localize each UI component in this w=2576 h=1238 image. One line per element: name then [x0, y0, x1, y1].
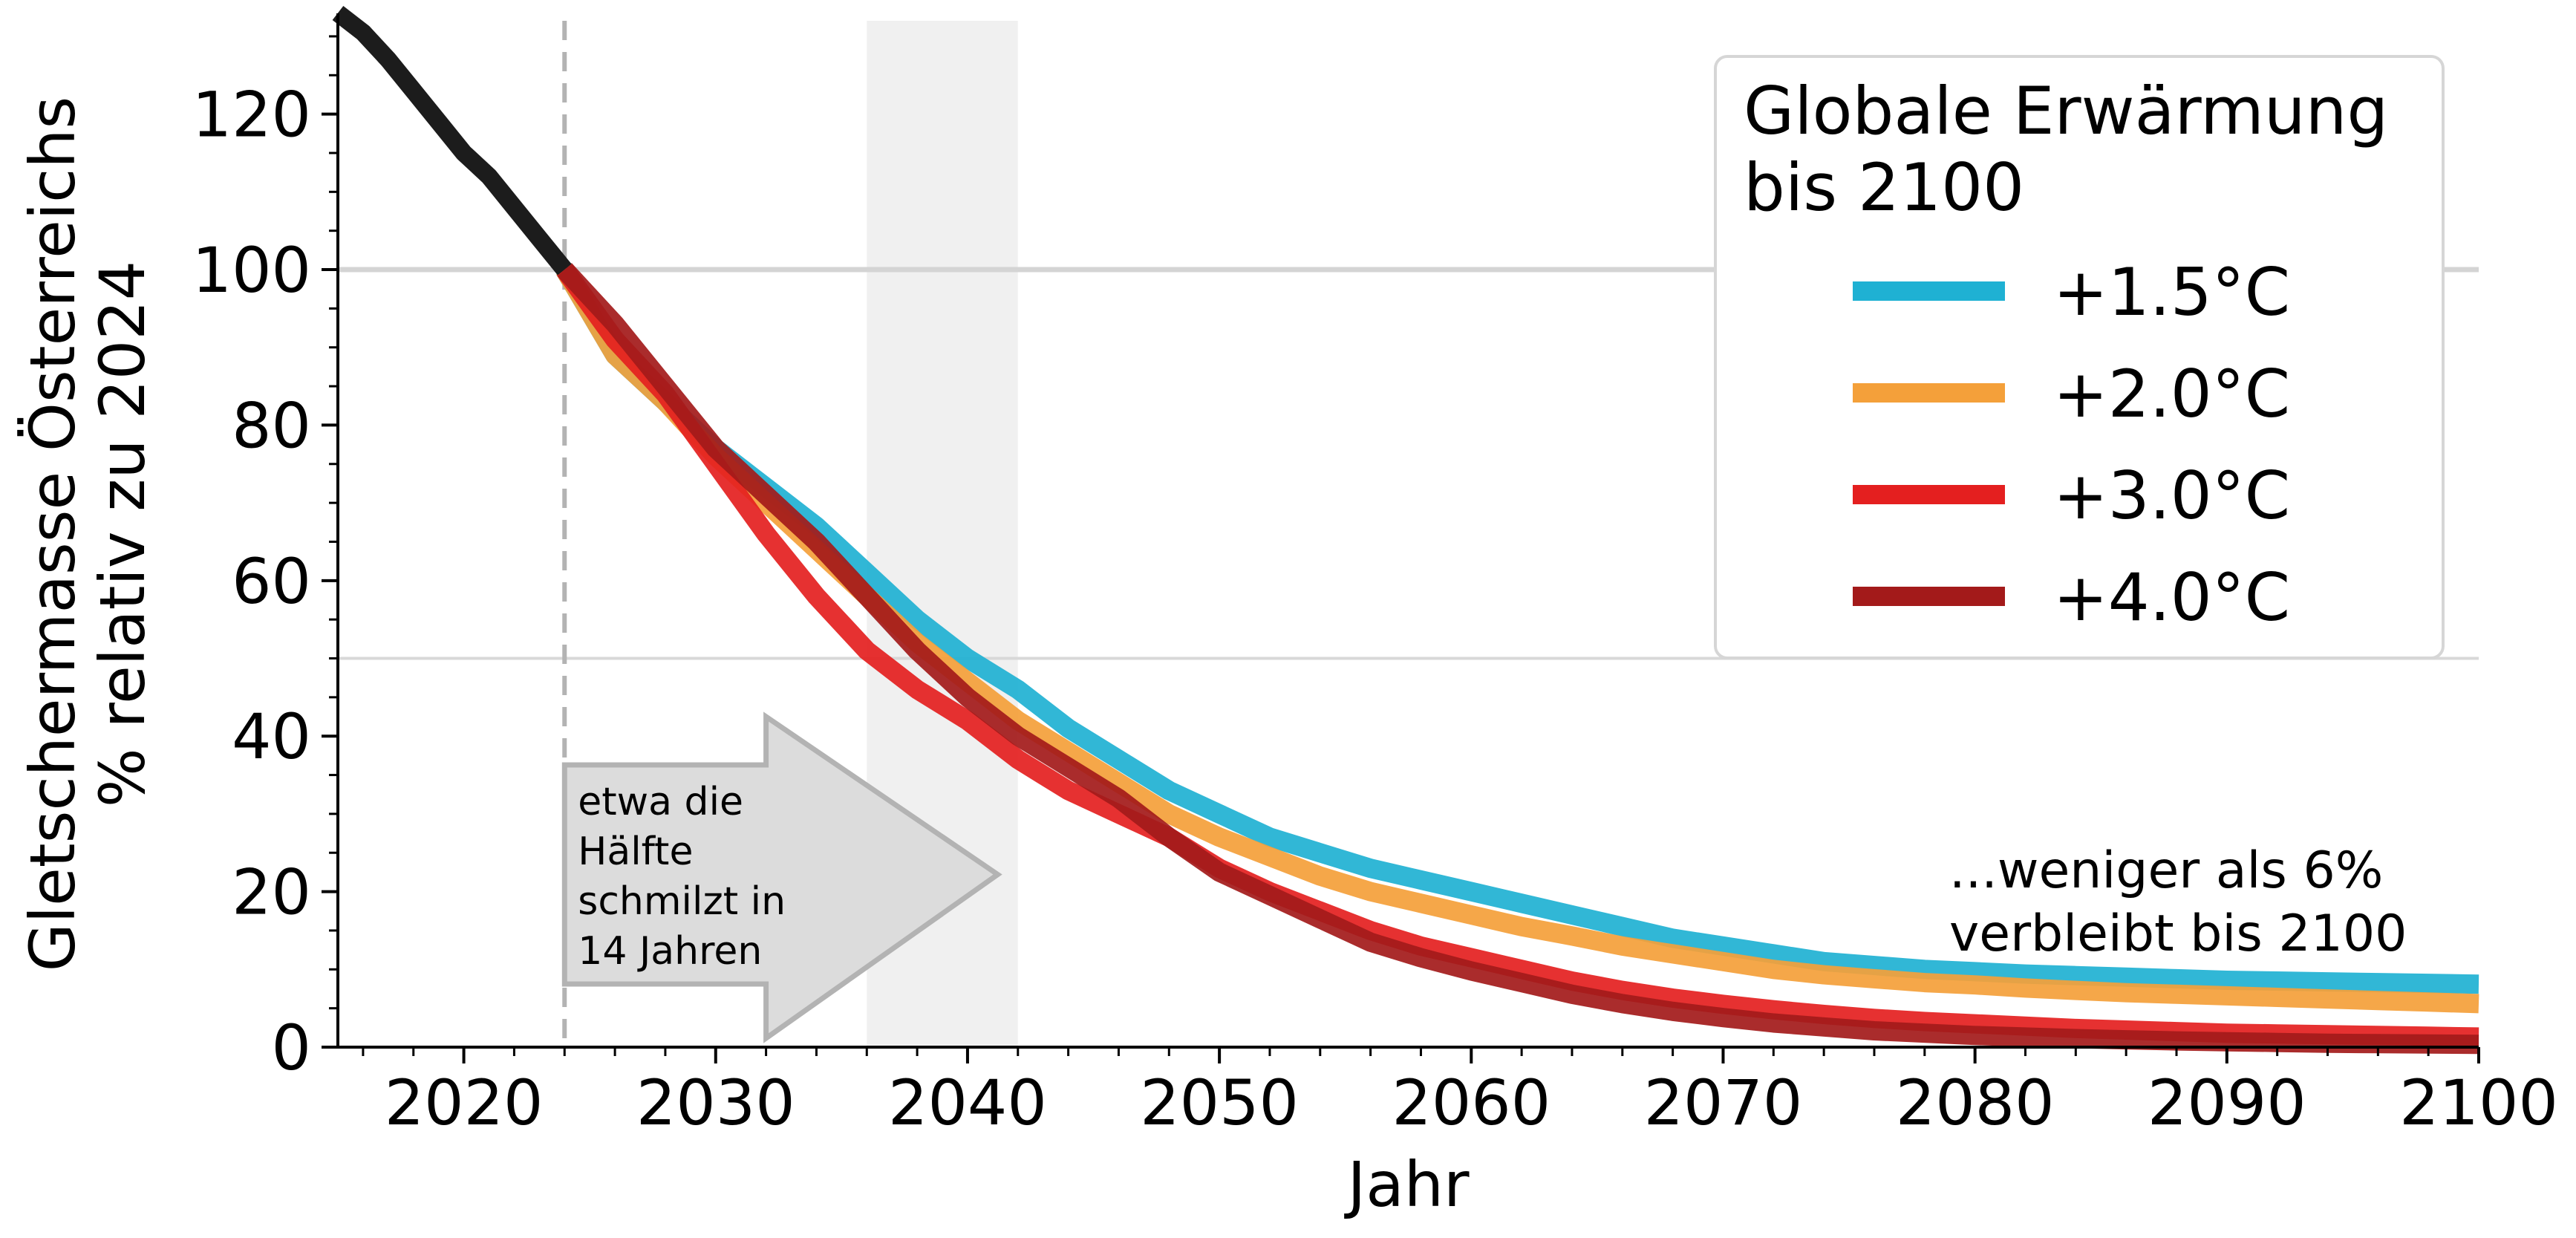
y-tick-label: 80 [232, 389, 311, 462]
axes: 2020 2030 2040 2050 2060 2070 2080 2090 21000204… [192, 13, 2558, 1139]
x-tick-label: 2040 [888, 1066, 1047, 1139]
x-tick-label: 2030 [636, 1066, 795, 1139]
legend-title-line: bis 2100 [1744, 149, 2024, 226]
y-tick-label: 0 [272, 1011, 311, 1084]
end-text-line: verbleibt bis 2100 [1949, 905, 2407, 963]
end-annotation: ...weniger als 6% verbleibt bis 2100 [1949, 841, 2407, 963]
arrow-text-line: schmilzt in [578, 879, 786, 924]
y-tick-label: 100 [192, 234, 311, 307]
x-tick-label: 2100 [2399, 1066, 2558, 1139]
end-text-line: ...weniger als 6% [1949, 841, 2383, 900]
x-tick-label: 2090 [2148, 1066, 2306, 1139]
x-tick-label: 2020 [385, 1066, 544, 1139]
legend-label: +3.0°C [2053, 457, 2290, 534]
half-melt-annotation: etwa die Hälfte schmilzt in 14 Jahren [561, 711, 1002, 1043]
arrow-shape [561, 711, 1002, 1043]
y-axis-label: % relativ zu 2024 [86, 261, 159, 807]
series-line [557, 263, 2479, 1055]
y-tick-label: 60 [232, 545, 311, 618]
legend-label: +2.0°C [2053, 356, 2290, 432]
arrow-text-line: etwa die [578, 780, 743, 824]
x-tick-label: 2060 [1392, 1066, 1551, 1139]
y-tick-label: 120 [192, 79, 311, 152]
x-tick-label: 2080 [1896, 1066, 2055, 1139]
arrow-text-line: 14 Jahren [578, 929, 762, 974]
historical-line [332, 6, 572, 276]
legend-box [1714, 55, 2445, 659]
x-tick-label: 2070 [1644, 1066, 1803, 1139]
legend-title-line: Globale Erwärmung [1744, 73, 2388, 149]
series-lines [332, 6, 2479, 1055]
x-axis-label: Jahr [1343, 1148, 1469, 1221]
y-axis-label: Gletschermasse Österreichs [16, 97, 89, 972]
series-line [556, 264, 2479, 994]
arrow-text-line: Hälfte [578, 830, 693, 874]
legend-label: +4.0°C [2053, 559, 2290, 636]
x-tick-label: 2050 [1140, 1066, 1299, 1139]
y-tick-label: 20 [232, 856, 311, 929]
y-tick-label: 40 [232, 700, 311, 773]
legend-label: +1.5°C [2053, 254, 2290, 330]
legend-items: +1.5°C +2.0°C +3.0°C +4.0°C [1853, 254, 2290, 636]
